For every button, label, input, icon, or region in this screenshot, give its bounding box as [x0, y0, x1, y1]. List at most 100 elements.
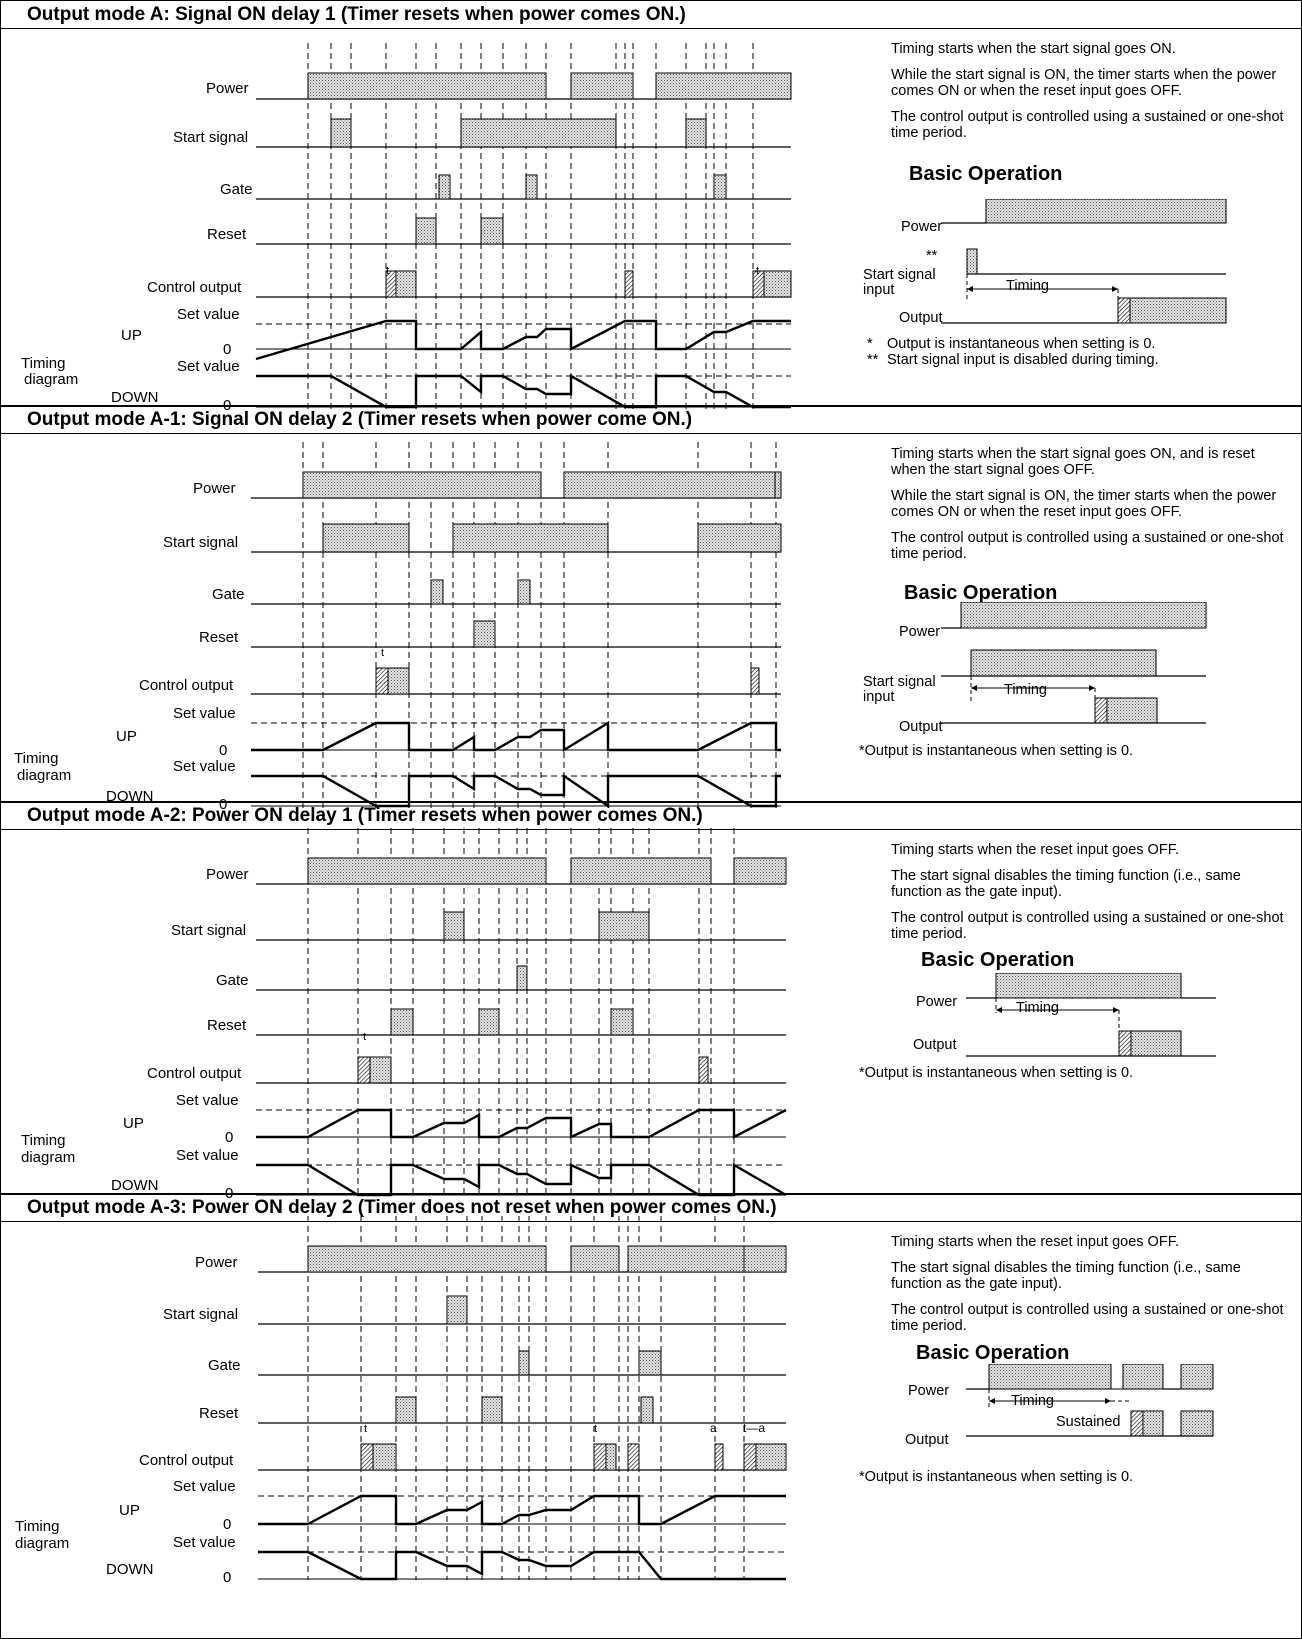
bo-power-label: Power — [916, 994, 958, 1010]
bo-output-delay — [1094, 697, 1108, 724]
t-marker: t — [381, 647, 384, 659]
reset-pulse — [395, 1396, 417, 1424]
bo-start-label: Start signal — [863, 674, 936, 690]
gate-pulse — [713, 174, 727, 200]
gate-label: Gate — [208, 1357, 241, 1374]
down-label: DOWN — [106, 1561, 154, 1578]
gate-pulse — [430, 579, 444, 605]
description-paragraph: While the start signal is ON, the timer … — [891, 67, 1277, 99]
t-marker: t — [363, 1031, 366, 1043]
control-output-delay — [743, 1443, 757, 1471]
reset-label: Reset — [199, 629, 239, 646]
up-label: UP — [116, 728, 137, 745]
reset-pulse — [481, 1396, 503, 1424]
timing-label: Timing — [21, 355, 66, 372]
basic-operation-diagram — [941, 602, 1207, 724]
bo-timing-label: Timing — [1011, 1393, 1054, 1409]
control-output-delay — [360, 1443, 374, 1471]
description-paragraph: The control output is controlled using a… — [891, 109, 1284, 141]
basic-operation-diagram — [966, 1364, 1214, 1437]
mode-description: Timing starts when the reset input goes … — [891, 842, 1291, 952]
bo-sustained-label: Sustained — [1056, 1414, 1121, 1430]
bo-output-delay — [1118, 1030, 1132, 1057]
timing-label: Timing — [15, 1518, 60, 1535]
mode-title: Output mode A-3: Power ON delay 2 (Timer… — [1, 1194, 1301, 1222]
mode-description: Timing starts when the reset input goes … — [891, 1234, 1291, 1344]
zero-down-label: 0 — [223, 1569, 232, 1586]
zero-down-label: 0 — [219, 796, 228, 813]
control-output-pulse — [369, 1056, 392, 1084]
up-count-curve — [258, 1494, 786, 1526]
description-paragraph: The control output is controlled using a… — [891, 530, 1284, 562]
mode-description: Timing starts when the start signal goes… — [891, 446, 1291, 572]
mode-section-0: Output mode A: Signal ON delay 1 (Timer … — [1, 1, 1301, 414]
control-output-pulse — [755, 1443, 787, 1471]
reset-pulse — [473, 620, 496, 648]
start-signal-label: Start signal — [173, 129, 249, 146]
control-output-pulse — [750, 667, 760, 695]
start-pulse — [443, 911, 465, 941]
reset-pulse — [480, 217, 504, 245]
power-label: Power — [206, 866, 249, 883]
basic-operation-title: Basic Operation — [921, 949, 1075, 971]
notes: *Output is instantaneous when setting is… — [867, 336, 1159, 368]
notes: *Output is instantaneous when setting is… — [859, 1469, 1133, 1485]
set-value-down-label: Set value — [173, 1534, 236, 1551]
start-signal-label: Start signal — [171, 922, 247, 939]
power-label: Power — [195, 1254, 238, 1271]
reset-pulse — [478, 1008, 500, 1036]
section-divider — [1, 405, 1301, 407]
mode-description: Timing starts when the start signal goes… — [891, 41, 1291, 151]
bo-output-delay — [1117, 297, 1131, 324]
control-output-label: Control output — [139, 1452, 234, 1469]
control-output-label: Control output — [147, 279, 242, 296]
diagram-label: diagram — [21, 1149, 76, 1166]
notes: *Output is instantaneous when setting is… — [859, 743, 1133, 759]
mode-section-2: Output mode A-2: Power ON delay 1 (Timer… — [1, 802, 1301, 1202]
reset-label: Reset — [199, 1405, 239, 1422]
bo-input-label: input — [863, 282, 895, 298]
up-count-curve — [251, 720, 781, 753]
down-count-curve — [251, 773, 781, 809]
control-output-pulse — [372, 1443, 397, 1471]
power-pulse — [627, 1245, 757, 1273]
power-pulse — [655, 72, 792, 100]
down-label: DOWN — [111, 1177, 159, 1194]
bo-power-pulse — [960, 602, 1207, 629]
power-pulse — [774, 471, 782, 499]
note-line: *Output is instantaneous when setting is… — [859, 1065, 1134, 1081]
mode-title: Output mode A-1: Signal ON delay 2 (Time… — [1, 406, 1301, 434]
t-a-marker: t—a — [743, 1421, 765, 1435]
description-paragraph: The control output is controlled using a… — [891, 910, 1284, 942]
reset-label: Reset — [207, 1017, 247, 1034]
power-pulse — [307, 72, 547, 100]
power-label: Power — [193, 480, 236, 497]
down-label: DOWN — [106, 788, 154, 805]
note-line: *Output is instantaneous when setting is… — [867, 336, 1156, 352]
basic-operation-title: Basic Operation — [904, 582, 1058, 604]
timing-diagram: t — [256, 828, 787, 1197]
bo-start-pulse — [970, 649, 1157, 677]
bo-output-label: Output — [905, 1432, 949, 1448]
set-value-up-label: Set value — [173, 705, 236, 722]
diagram-label: diagram — [15, 1535, 70, 1552]
power-pulse — [733, 857, 787, 885]
bo-output-label: Output — [899, 310, 943, 326]
note-line: *Output is instantaneous when setting is… — [859, 743, 1134, 759]
t-marker: t — [756, 265, 759, 277]
notes: *Output is instantaneous when setting is… — [859, 1065, 1133, 1081]
diagram-label: diagram — [24, 371, 79, 388]
start-pulse — [460, 118, 617, 148]
bo-output-pulse — [1129, 297, 1227, 324]
gate-label: Gate — [216, 972, 249, 989]
bo-timing-label: Timing — [1006, 278, 1049, 294]
down-count-curve — [256, 1162, 787, 1197]
zero-up-label: 0 — [219, 742, 228, 759]
bo-input-label: input — [863, 689, 895, 705]
bo-power-pulse — [1122, 1364, 1164, 1390]
basic-operation-diagram — [966, 973, 1216, 1057]
mode-section-1: Output mode A-1: Signal ON delay 2 (Time… — [1, 406, 1301, 813]
power-pulse — [570, 1245, 620, 1273]
diagram-label: diagram — [17, 767, 72, 784]
